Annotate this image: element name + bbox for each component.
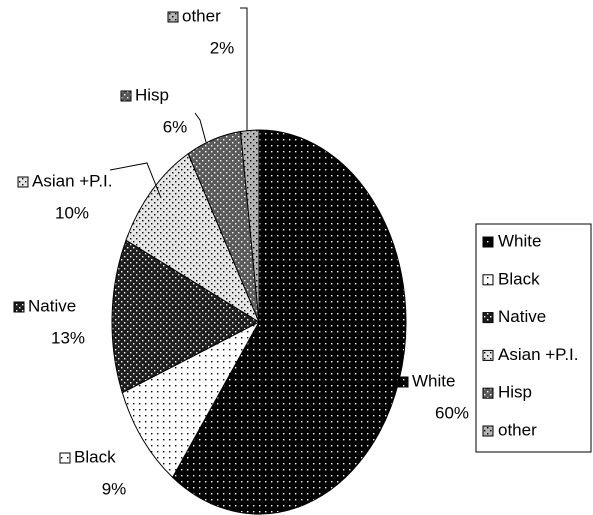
legend-box	[475, 223, 592, 453]
label-swatch	[13, 301, 25, 313]
legend-swatch	[482, 236, 494, 248]
data-label-value: 6%	[163, 117, 188, 136]
legend-label: White	[498, 231, 541, 250]
legend-swatch	[482, 425, 494, 437]
label-swatch	[17, 176, 29, 188]
legend: White Black Native Asian +P.I. Hisp other	[482, 231, 579, 439]
data-label-value: 9%	[102, 479, 127, 498]
data-label-value: 60%	[435, 403, 469, 422]
legend-label: Black	[498, 269, 540, 288]
data-label-name: Native	[28, 296, 76, 315]
pie-slice	[240, 129, 260, 323]
label-swatch	[120, 90, 132, 102]
leader-line	[194, 112, 207, 143]
pie	[111, 129, 407, 515]
label-swatch	[59, 452, 71, 464]
data-label-value: 10%	[55, 203, 89, 222]
legend-label: Hisp	[498, 383, 532, 402]
data-label-name: Black	[74, 447, 116, 466]
pie-slice	[125, 152, 261, 324]
data-label-value: 13%	[51, 328, 85, 347]
data-label-name: Asian +P.I.	[32, 171, 113, 190]
pie-slice	[111, 239, 261, 394]
legend-swatch	[482, 349, 494, 361]
legend-label: Asian +P.I.	[498, 345, 579, 364]
legend-label: other	[498, 420, 537, 439]
legend-swatch	[482, 387, 494, 399]
data-label-name: other	[182, 6, 221, 25]
data-label-name: White	[412, 371, 455, 390]
label-swatch	[167, 11, 179, 23]
legend-swatch	[482, 312, 494, 324]
leader-line	[240, 7, 248, 131]
legend-swatch	[482, 274, 494, 286]
pie-slice	[121, 320, 261, 479]
legend-label: Native	[498, 307, 546, 326]
data-label-value: 2%	[210, 38, 235, 57]
data-label-name: Hisp	[135, 85, 169, 104]
leader-line	[109, 162, 162, 199]
data-labels: White 60% Black 9% Native 13% Asian +P.I. 10% Hi…	[13, 6, 469, 498]
label-swatch	[397, 376, 409, 388]
